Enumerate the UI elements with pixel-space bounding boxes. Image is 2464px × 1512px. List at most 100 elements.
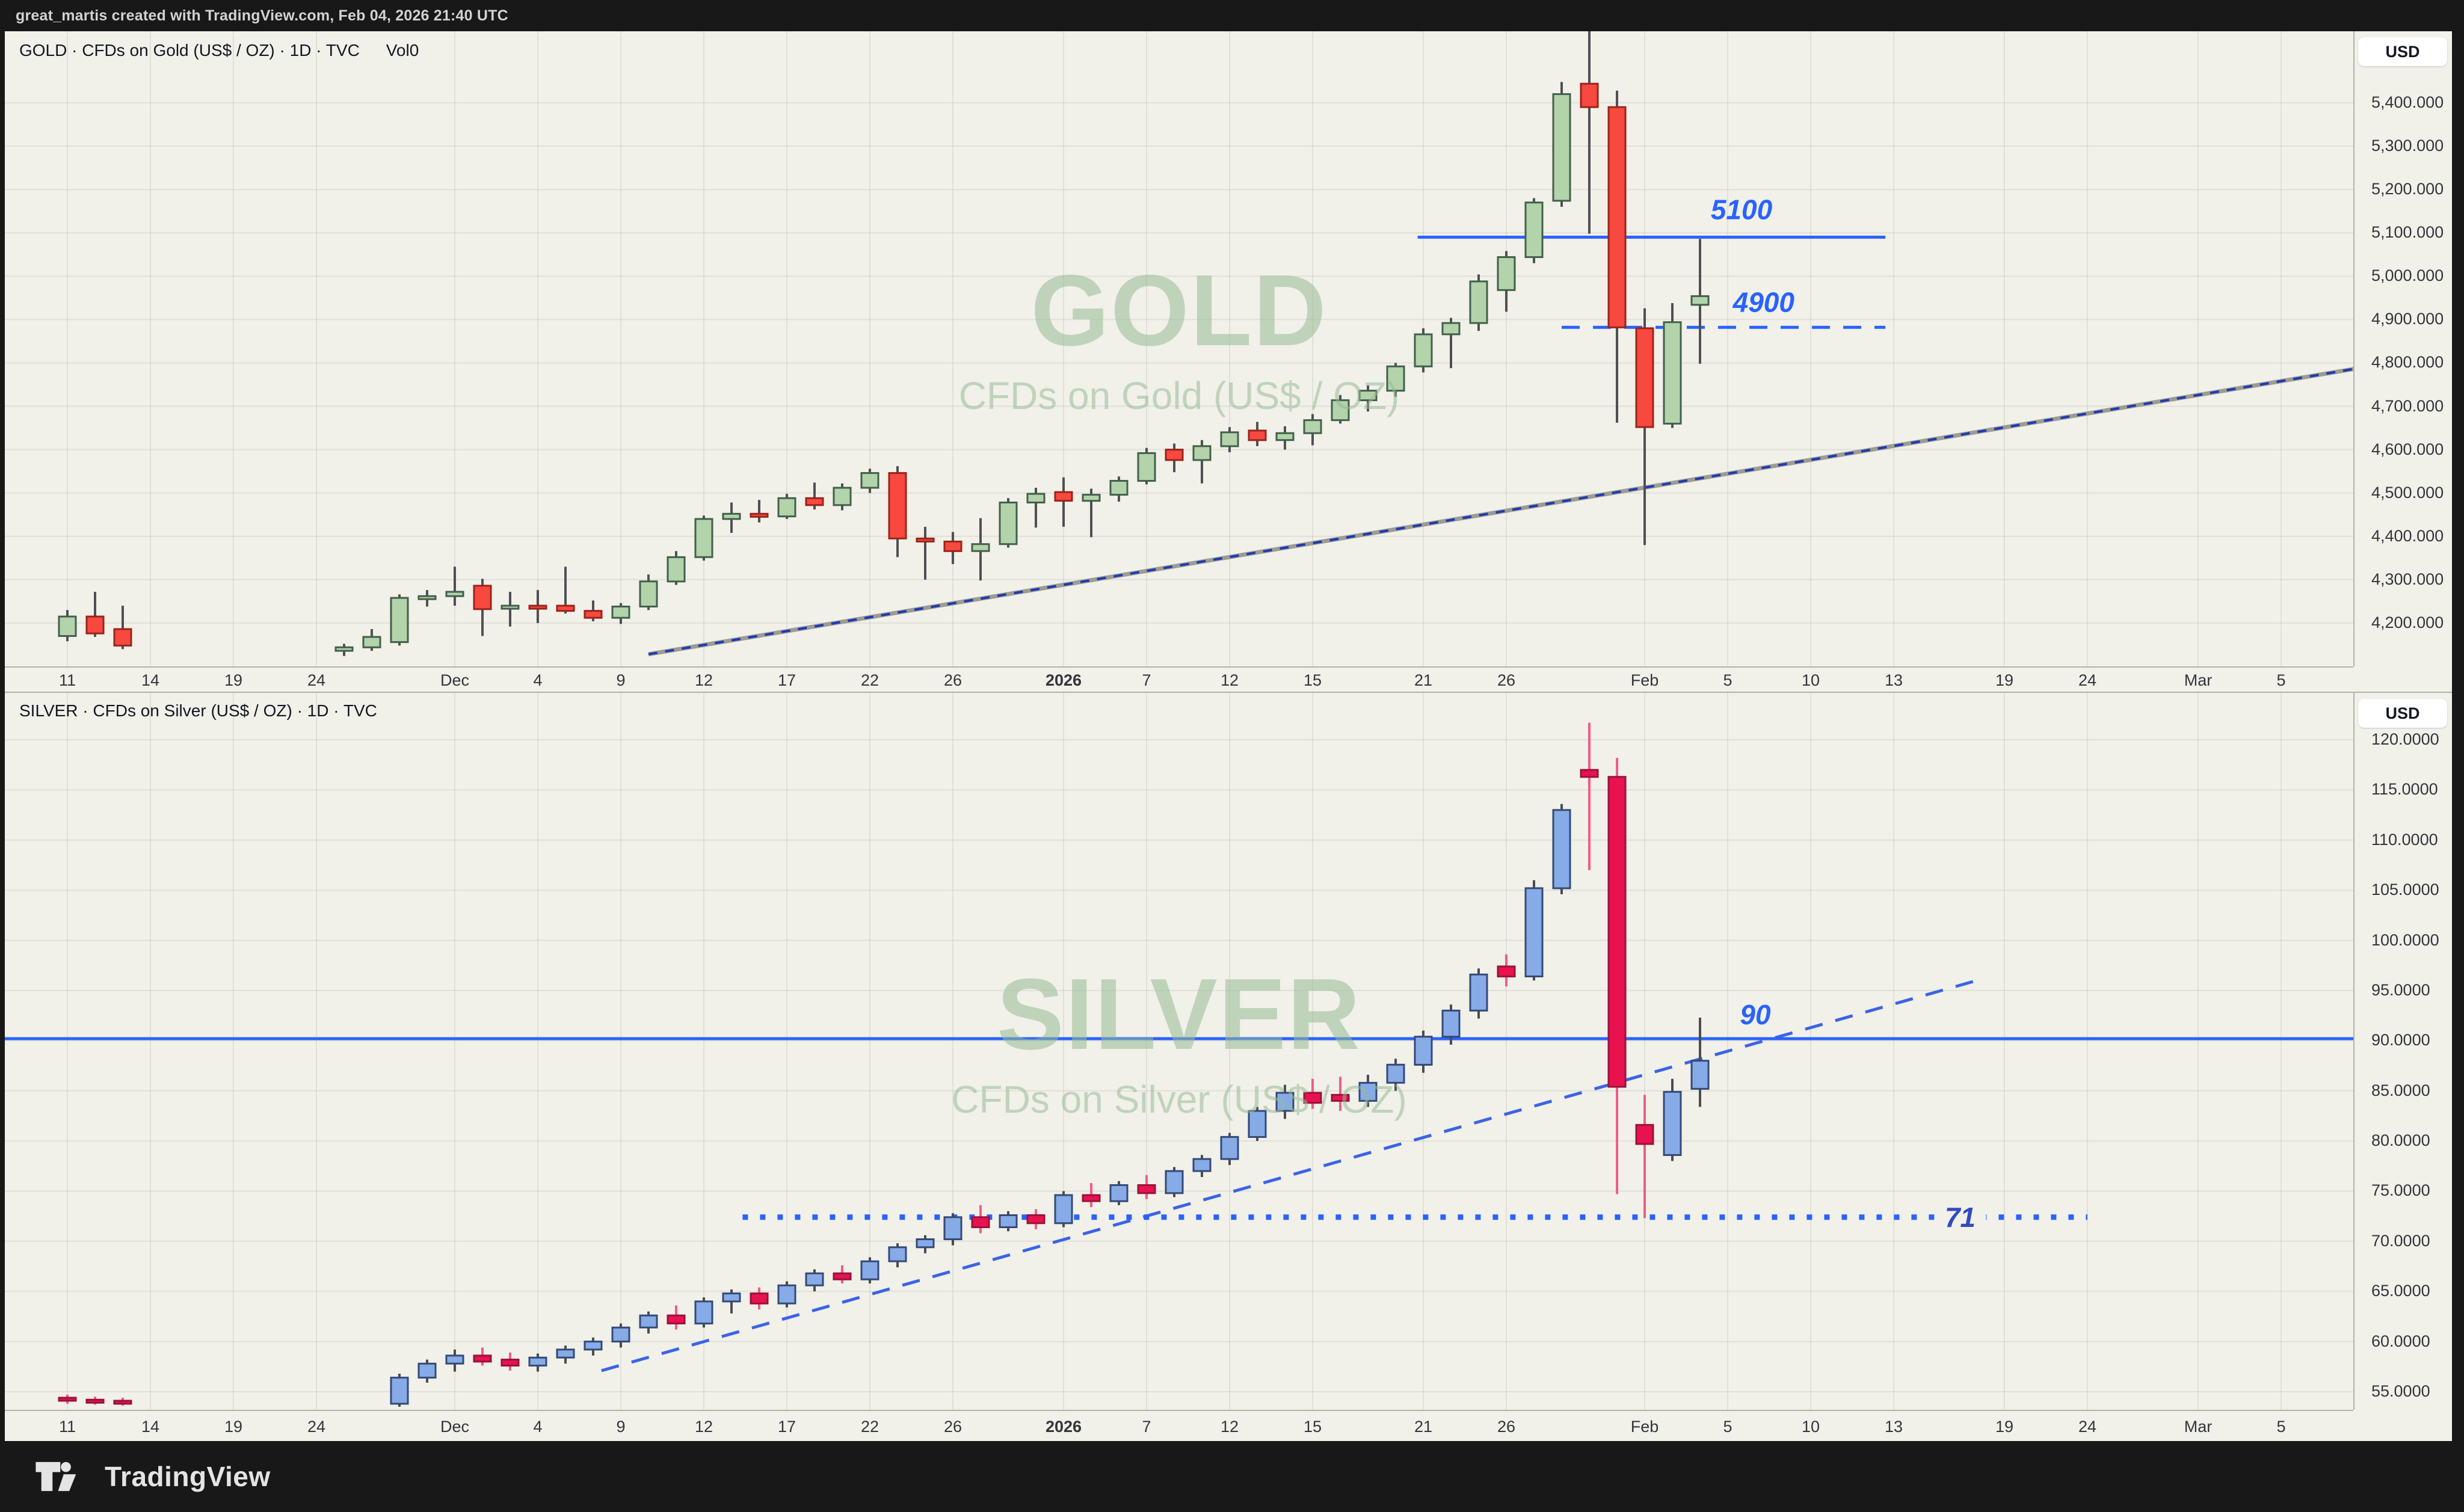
gold-title-text[interactable]: GOLD · CFDs on Gold (US$ / OZ) · 1D · TV…: [19, 41, 360, 60]
x-tick-label: 22: [860, 1418, 879, 1436]
candle: [1635, 308, 1654, 545]
price-tick-label: 115.0000: [2371, 780, 2438, 799]
candle: [58, 610, 77, 642]
x-tick-label: 21: [1414, 671, 1433, 689]
x-tick-label: 5: [2276, 671, 2286, 689]
tradingview-logo[interactable]: TradingView: [34, 1460, 271, 1493]
candle: [85, 592, 105, 637]
x-tick-label: 26: [1497, 1418, 1516, 1436]
price-tick-label: 65.0000: [2371, 1282, 2430, 1300]
candle: [694, 515, 713, 561]
candle: [971, 1205, 990, 1234]
silver-symbol-title[interactable]: SILVER · CFDs on Silver (US$ / OZ) · 1D …: [19, 701, 404, 721]
drawing-trendline: [648, 367, 2353, 656]
candle: [1414, 1030, 1433, 1073]
candle: [1552, 82, 1571, 207]
x-tick-label: 24: [307, 1418, 326, 1436]
x-tick-label: 19: [224, 1418, 243, 1436]
candle: [1275, 1084, 1295, 1119]
x-tick-label: 26: [1497, 671, 1516, 689]
candle: [334, 644, 354, 656]
gold-time-axis[interactable]: 11 14 19 24 Dec 4 9 12 17 22 26 2026 7 12 15 21 26 Feb 5 10…: [5, 666, 2353, 693]
x-tick-label: 21: [1414, 1418, 1433, 1436]
drawing-labels-layer[interactable]: 90 71: [1740, 999, 1986, 1233]
x-tick-label: Dec: [440, 671, 470, 689]
price-tick-label: 95.0000: [2371, 980, 2430, 999]
candle: [1663, 303, 1682, 428]
gold-price-axis[interactable]: USD 5,400.000 5,300.000 5,200.000 5,100.000…: [2353, 31, 2453, 666]
candle: [805, 1269, 824, 1292]
x-tick-label: 17: [777, 1418, 796, 1436]
footer-brand-text[interactable]: TradingView: [105, 1461, 271, 1492]
x-tick-label: 4: [533, 671, 543, 689]
candle: [1248, 1107, 1267, 1142]
silver-price-axis[interactable]: USD 120.0000 115.0000 110.0000 105.0000 100.…: [2353, 692, 2453, 1410]
silver-currency-button[interactable]: USD: [2358, 699, 2447, 728]
candle: [1635, 1095, 1654, 1219]
price-tick-label: 85.0000: [2371, 1081, 2430, 1099]
x-tick-label: 9: [616, 671, 626, 689]
price-tick-label: 5,200.000: [2371, 180, 2444, 198]
drawings-layer[interactable]: [648, 235, 2353, 657]
candle: [1082, 488, 1101, 538]
gold-chart-canvas[interactable]: 5100 4900: [5, 31, 2353, 666]
candle: [528, 1353, 547, 1372]
candle: [1607, 758, 1627, 1194]
x-tick-label: 14: [141, 671, 160, 689]
x-tick-label: 5: [1723, 671, 1732, 689]
x-tick-label: 11: [58, 671, 76, 689]
candle: [85, 1397, 105, 1405]
x-tick-label: 24: [2078, 1418, 2097, 1436]
candle: [1524, 198, 1544, 263]
candle: [1386, 363, 1405, 397]
candles-layer: [58, 31, 1710, 656]
candle: [1580, 31, 1599, 234]
drawings-layer[interactable]: [5, 979, 2353, 1372]
x-tick-label: Mar: [2184, 1418, 2213, 1436]
price-tick-label: 55.0000: [2371, 1381, 2430, 1400]
candle: [584, 1337, 603, 1356]
x-tick-label: 19: [1995, 671, 2014, 689]
price-tick-label: 5,000.000: [2371, 266, 2444, 285]
pane-divider[interactable]: [5, 692, 2452, 693]
gold-currency-button[interactable]: USD: [2358, 37, 2447, 66]
candle: [1220, 1132, 1239, 1166]
silver-title-text[interactable]: SILVER · CFDs on Silver (US$ / OZ) · 1D …: [19, 701, 377, 720]
candle: [1054, 477, 1073, 527]
x-tick-label: 15: [1303, 671, 1322, 689]
candle: [1607, 90, 1627, 423]
drawing-labels-layer[interactable]: 5100 4900: [1711, 194, 1795, 318]
candle: [1358, 1075, 1378, 1107]
x-tick-label: 12: [694, 671, 713, 689]
candle: [1690, 239, 1710, 364]
candle: [556, 567, 575, 614]
gold-symbol-title[interactable]: GOLD · CFDs on Gold (US$ / OZ) · 1D · TV…: [19, 41, 419, 60]
candle: [362, 629, 381, 651]
gold-volume-indicator-label[interactable]: Vol0: [386, 41, 419, 60]
candle: [1469, 968, 1488, 1019]
candle: [916, 526, 935, 580]
x-tick-label: 26: [943, 671, 962, 689]
candle: [1109, 1181, 1129, 1205]
silver-chart-canvas[interactable]: 90 71: [5, 692, 2353, 1410]
candle: [1497, 954, 1516, 987]
candle: [528, 590, 547, 623]
x-tick-label: 10: [1801, 1418, 1820, 1436]
price-tick-label: 5,300.000: [2371, 137, 2444, 155]
candle: [639, 1311, 658, 1334]
x-tick-label: 24: [307, 671, 326, 689]
drawing-label: 4900: [1732, 286, 1795, 318]
price-tick-label: 4,400.000: [2371, 526, 2444, 545]
silver-time-axis[interactable]: 11 14 19 24 Dec 4 9 12 17 22 26 2026 7 12 15 21 26 Feb 5 10…: [5, 1410, 2353, 1442]
candle: [611, 603, 630, 624]
candle: [113, 1398, 132, 1406]
x-tick-label: 4: [533, 1418, 543, 1436]
price-tick-label: 4,300.000: [2371, 570, 2444, 588]
candle: [1165, 443, 1184, 473]
candle: [860, 1257, 879, 1283]
grid-layer: [5, 692, 2353, 1410]
x-tick-label: 14: [141, 1418, 160, 1436]
price-tick-label: 75.0000: [2371, 1181, 2430, 1200]
candle: [667, 551, 686, 585]
